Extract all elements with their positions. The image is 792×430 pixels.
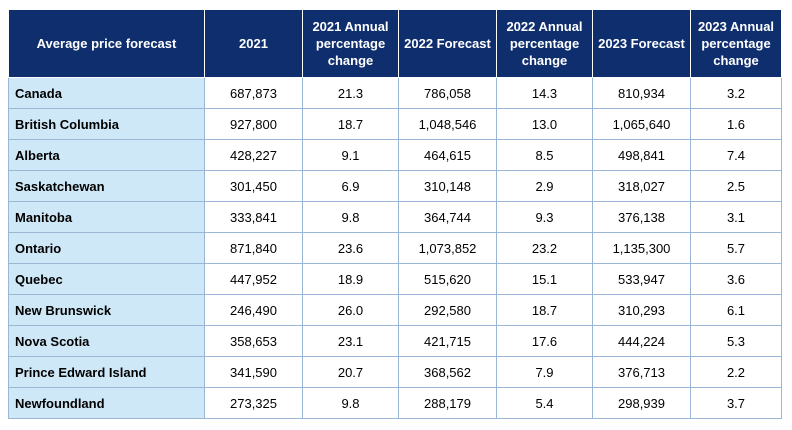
cell-price-2021: 871,840 <box>204 232 303 264</box>
cell-region: Manitoba <box>8 201 205 233</box>
cell-change-2021: 6.9 <box>302 170 399 202</box>
cell-region: Canada <box>8 77 205 109</box>
cell-region: Newfoundland <box>8 387 205 419</box>
header-region: Average price forecast <box>8 9 205 78</box>
table-row: Canada 687,873 21.3 786,058 14.3 810,934 3.2 <box>8 77 782 109</box>
cell-forecast-2022: 310,148 <box>398 170 497 202</box>
cell-change-2022: 2.9 <box>496 170 593 202</box>
cell-forecast-2023: 376,713 <box>592 356 691 388</box>
table-row: Alberta 428,227 9.1 464,615 8.5 498,841 7.4 <box>8 139 782 171</box>
cell-change-2022: 13.0 <box>496 108 593 140</box>
cell-price-2021: 273,325 <box>204 387 303 419</box>
cell-change-2022: 14.3 <box>496 77 593 109</box>
cell-change-2023: 5.7 <box>690 232 782 264</box>
cell-price-2021: 358,653 <box>204 325 303 357</box>
table-row: Prince Edward Island 341,590 20.7 368,562 7.… <box>8 356 782 388</box>
cell-forecast-2023: 498,841 <box>592 139 691 171</box>
cell-forecast-2022: 421,715 <box>398 325 497 357</box>
table-row: British Columbia 927,800 18.7 1,048,546 13.0… <box>8 108 782 140</box>
cell-change-2021: 18.7 <box>302 108 399 140</box>
header-2021: 2021 <box>204 9 303 78</box>
cell-forecast-2022: 292,580 <box>398 294 497 326</box>
cell-change-2022: 8.5 <box>496 139 593 171</box>
cell-region: Saskatchewan <box>8 170 205 202</box>
cell-change-2023: 3.2 <box>690 77 782 109</box>
cell-region: Quebec <box>8 263 205 295</box>
cell-forecast-2023: 318,027 <box>592 170 691 202</box>
cell-forecast-2022: 364,744 <box>398 201 497 233</box>
table-row: Ontario 871,840 23.6 1,073,852 23.2 1,135,300… <box>8 232 782 264</box>
cell-change-2022: 7.9 <box>496 356 593 388</box>
cell-change-2021: 20.7 <box>302 356 399 388</box>
cell-price-2021: 333,841 <box>204 201 303 233</box>
cell-region: Alberta <box>8 139 205 171</box>
cell-forecast-2023: 298,939 <box>592 387 691 419</box>
cell-region: Prince Edward Island <box>8 356 205 388</box>
header-2022-change: 2022 Annual percentage change <box>496 9 593 78</box>
cell-region: Nova Scotia <box>8 325 205 357</box>
table-row: New Brunswick 246,490 26.0 292,580 18.7 310,2… <box>8 294 782 326</box>
cell-forecast-2022: 1,048,546 <box>398 108 497 140</box>
cell-forecast-2022: 368,562 <box>398 356 497 388</box>
cell-forecast-2023: 376,138 <box>592 201 691 233</box>
table-row: Quebec 447,952 18.9 515,620 15.1 533,947 3.6 <box>8 263 782 295</box>
cell-forecast-2022: 288,179 <box>398 387 497 419</box>
cell-forecast-2022: 464,615 <box>398 139 497 171</box>
table-row: Saskatchewan 301,450 6.9 310,148 2.9 318,027 2… <box>8 170 782 202</box>
cell-price-2021: 341,590 <box>204 356 303 388</box>
cell-change-2022: 15.1 <box>496 263 593 295</box>
cell-change-2022: 9.3 <box>496 201 593 233</box>
cell-change-2021: 18.9 <box>302 263 399 295</box>
cell-forecast-2022: 515,620 <box>398 263 497 295</box>
cell-change-2023: 6.1 <box>690 294 782 326</box>
table-header-row: Average price forecast 2021 2021 Annual … <box>8 9 782 78</box>
cell-forecast-2023: 310,293 <box>592 294 691 326</box>
cell-change-2023: 3.6 <box>690 263 782 295</box>
header-2022-forecast: 2022 Forecast <box>398 9 497 78</box>
price-forecast-table-wrapper: Average price forecast 2021 2021 Annual … <box>8 9 782 419</box>
cell-forecast-2023: 1,065,640 <box>592 108 691 140</box>
cell-price-2021: 927,800 <box>204 108 303 140</box>
cell-change-2023: 3.7 <box>690 387 782 419</box>
table-row: Manitoba 333,841 9.8 364,744 9.3 376,138 3.1 <box>8 201 782 233</box>
cell-forecast-2022: 1,073,852 <box>398 232 497 264</box>
cell-change-2022: 17.6 <box>496 325 593 357</box>
cell-change-2023: 3.1 <box>690 201 782 233</box>
cell-change-2021: 9.8 <box>302 387 399 419</box>
cell-change-2023: 2.2 <box>690 356 782 388</box>
cell-forecast-2022: 786,058 <box>398 77 497 109</box>
cell-forecast-2023: 810,934 <box>592 77 691 109</box>
cell-region: Ontario <box>8 232 205 264</box>
cell-price-2021: 301,450 <box>204 170 303 202</box>
header-2021-change: 2021 Annual percentage change <box>302 9 399 78</box>
cell-price-2021: 687,873 <box>204 77 303 109</box>
cell-change-2023: 5.3 <box>690 325 782 357</box>
cell-change-2021: 23.6 <box>302 232 399 264</box>
cell-change-2021: 9.1 <box>302 139 399 171</box>
cell-change-2023: 2.5 <box>690 170 782 202</box>
cell-region: British Columbia <box>8 108 205 140</box>
cell-change-2021: 21.3 <box>302 77 399 109</box>
cell-forecast-2023: 444,224 <box>592 325 691 357</box>
price-forecast-table: Average price forecast 2021 2021 Annual … <box>8 9 782 419</box>
cell-change-2021: 23.1 <box>302 325 399 357</box>
cell-change-2022: 18.7 <box>496 294 593 326</box>
cell-forecast-2023: 533,947 <box>592 263 691 295</box>
header-2023-change: 2023 Annual percentage change <box>690 9 782 78</box>
cell-change-2022: 5.4 <box>496 387 593 419</box>
table-row: Newfoundland 273,325 9.8 288,179 5.4 298,939 3… <box>8 387 782 419</box>
cell-price-2021: 428,227 <box>204 139 303 171</box>
cell-price-2021: 246,490 <box>204 294 303 326</box>
cell-change-2021: 9.8 <box>302 201 399 233</box>
cell-forecast-2023: 1,135,300 <box>592 232 691 264</box>
cell-change-2021: 26.0 <box>302 294 399 326</box>
cell-change-2023: 1.6 <box>690 108 782 140</box>
table-row: Nova Scotia 358,653 23.1 421,715 17.6 444,224… <box>8 325 782 357</box>
cell-region: New Brunswick <box>8 294 205 326</box>
cell-price-2021: 447,952 <box>204 263 303 295</box>
table-body: Canada 687,873 21.3 786,058 14.3 810,934 3.2 Br… <box>8 77 782 419</box>
header-2023-forecast: 2023 Forecast <box>592 9 691 78</box>
cell-change-2023: 7.4 <box>690 139 782 171</box>
cell-change-2022: 23.2 <box>496 232 593 264</box>
